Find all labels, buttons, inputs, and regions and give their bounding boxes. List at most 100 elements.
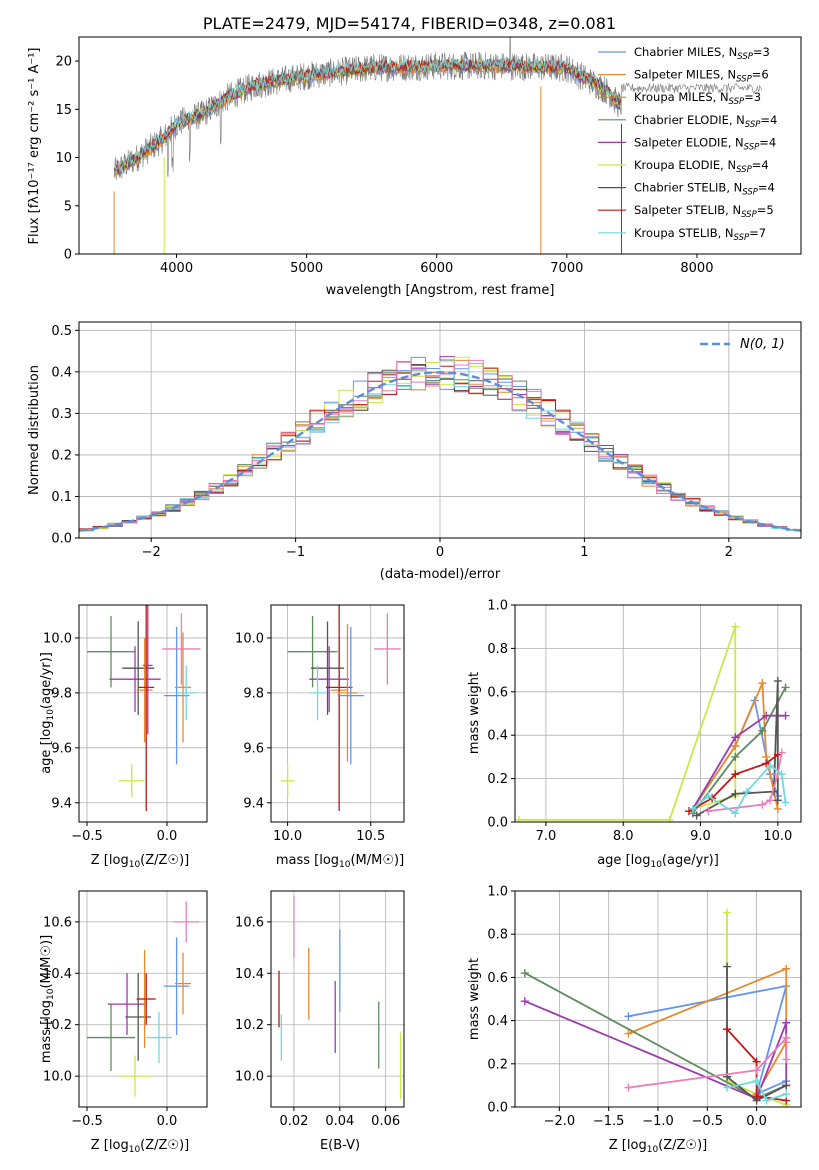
- model-spectrum: [114, 57, 621, 173]
- legend-entry: Salpeter STELIB, NSSP=5: [634, 203, 774, 220]
- x-tick-label: −0.5: [71, 829, 103, 844]
- legend-entry: Chabrier MILES, NSSP=3: [634, 45, 770, 62]
- legend-count: =3: [744, 90, 761, 104]
- y-axis-label: Flux [fλ10⁻¹⁷ erg cm⁻² s⁻¹ A⁻¹]: [27, 48, 42, 245]
- x-tick-label: −0.5: [692, 1114, 724, 1129]
- x-tick-label: −1: [286, 545, 305, 560]
- weight-marker: [752, 1066, 761, 1075]
- weight-marker: [731, 733, 740, 742]
- weight-marker: [782, 1081, 791, 1090]
- label-sub: 10: [129, 1145, 141, 1155]
- weight-marker: [773, 804, 782, 813]
- y-tick-label: 10.4: [235, 967, 264, 982]
- y-tick-label: 0.2: [51, 448, 72, 463]
- axes-frame: [514, 604, 802, 823]
- frame-spectrum: 4000 5000 6000 7000 8000 0 5 10 15 20: [55, 36, 802, 276]
- weight-marker: [731, 789, 740, 798]
- model-spectrum: [114, 58, 622, 174]
- x-axis-label: wavelength [Angstrom, rest frame]: [326, 283, 555, 298]
- errorbar-point: [109, 646, 161, 713]
- weight-series: [692, 687, 787, 814]
- errorbar-point: [87, 615, 135, 688]
- label-part: mass weight: [467, 958, 482, 1040]
- x-tick-label: −2: [142, 545, 161, 560]
- weight-marker: [731, 770, 740, 779]
- x-tick-label: 0.06: [371, 1114, 400, 1129]
- errorbar-point: [125, 973, 151, 1061]
- weight-marker: [688, 804, 697, 813]
- y-tick-label: 9.4: [243, 796, 264, 811]
- weight-marker: [782, 1055, 791, 1064]
- legend-text: Chabrier ELODIE, N: [634, 113, 745, 127]
- errorbar-point: [136, 973, 156, 1025]
- y-axis-label: mass weight: [467, 958, 482, 1040]
- errorbar-point: [175, 632, 191, 743]
- y-tick-label: 10.2: [43, 1018, 72, 1033]
- y-axis-label: mass weight: [467, 672, 482, 754]
- weight-marker: [782, 964, 791, 973]
- y-tick-label: 0.5: [51, 324, 72, 339]
- weight-marker: [758, 679, 767, 688]
- y-tick-label: 10.0: [43, 1070, 72, 1085]
- frame-residuals: −2 −1 0 1 2 0.0 0.1 0.2 0.3 0.4 0.5: [51, 321, 802, 560]
- errorbar-point: [122, 621, 155, 715]
- axes-frame: [270, 604, 405, 823]
- weight-marker: [520, 997, 529, 1006]
- y-tick-label: 0.0: [51, 532, 72, 547]
- y-tick-label: 10.6: [235, 915, 264, 930]
- y-tick-label: 10.0: [235, 1070, 264, 1085]
- label-part: Z [: [91, 1138, 109, 1153]
- legend-entry: Salpeter MILES, NSSP=6: [634, 68, 769, 85]
- legend-count: =3: [753, 45, 770, 59]
- legend-sub: SSP: [729, 97, 745, 107]
- errorbar-point: [175, 952, 191, 1015]
- x-tick-label: 5000: [290, 261, 323, 276]
- axes-age_vs_mass: [271, 605, 404, 822]
- legend-text: Salpeter ELODIE, N: [634, 135, 744, 149]
- weight-marker: [665, 815, 674, 822]
- errorbar-point: [107, 973, 147, 1035]
- x-tick-label: −2.0: [544, 1114, 576, 1129]
- frame-mass_vs_Z: −0.5 0.0 10.0 10.2 10.4 10.6: [43, 890, 208, 1129]
- label-part: (age/yr)]: [39, 652, 54, 709]
- label-part: (Z/Z☉)]: [140, 1138, 189, 1153]
- weight-marker: [777, 748, 786, 757]
- errorbar-point: [136, 637, 153, 743]
- errorbar-point: [87, 1004, 135, 1071]
- x-axis-label: Z [log10(Z/Z☉)]: [609, 1138, 707, 1155]
- weight-marker: [758, 800, 767, 809]
- x-tick-label: 10.5: [356, 829, 385, 844]
- legend-count: =7: [749, 226, 766, 240]
- weight-series: [628, 1035, 788, 1089]
- errorbar-point: [176, 665, 196, 721]
- y-tick-label: 10.0: [235, 631, 264, 646]
- y-tick-label: 0.4: [487, 1014, 508, 1029]
- errorbar-point: [287, 615, 338, 688]
- residual-histogram: [79, 359, 801, 530]
- label-part: E(B-V): [320, 1138, 360, 1153]
- axes-frame: [78, 890, 208, 1108]
- errorbar-point: [309, 665, 326, 721]
- errorbar-point: [119, 1055, 151, 1097]
- label-part: log: [39, 1000, 54, 1020]
- label-part: log: [319, 853, 339, 868]
- y-tick-label: 10: [55, 151, 72, 166]
- weight-marker: [762, 711, 771, 720]
- x-tick-label: −0.5: [71, 1114, 103, 1129]
- legend-sub: SSP: [737, 52, 753, 62]
- weight-marker: [723, 1025, 732, 1034]
- y-axis-label: Normed distribution: [27, 365, 42, 495]
- label-part: mass [: [39, 1020, 54, 1063]
- y-axis-label: mass [log10(M/M☉)]: [39, 935, 56, 1063]
- weight-series: [726, 1080, 787, 1102]
- x-axis-label: Z [log10(Z/Z☉)]: [91, 853, 189, 870]
- y-tick-label: 9.4: [51, 796, 72, 811]
- errorbar-point: [119, 764, 145, 798]
- legend-sub: SSP: [744, 142, 760, 152]
- y-tick-label: 0.3: [51, 407, 72, 422]
- weight-marker: [766, 761, 775, 770]
- legend-sub: SSP: [745, 120, 761, 130]
- legend-count: =4: [759, 135, 776, 149]
- errorbar-point: [163, 937, 190, 1035]
